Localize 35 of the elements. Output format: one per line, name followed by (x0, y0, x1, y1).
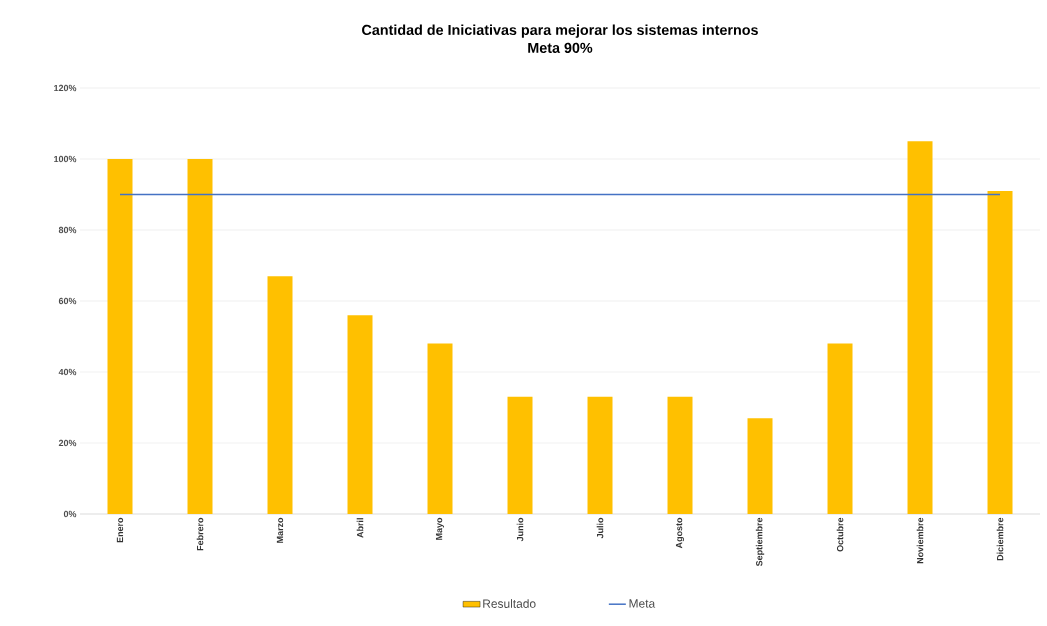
chart-title: Cantidad de Iniciativas para mejorar los sistemas internos (362, 24, 758, 38)
bar (107, 159, 133, 514)
x-tick-label: Octubre (836, 517, 844, 552)
x-tick-label: Agosto (675, 517, 685, 549)
y-tick-label: 40% (58, 368, 77, 376)
x-tick-label: Junio (516, 517, 524, 542)
x-tick-label: Noviembre (916, 517, 924, 564)
legend-label: Resultado (483, 599, 536, 608)
x-tick-label: Enero (116, 517, 124, 543)
bar (507, 396, 533, 514)
y-tick-label: 60% (58, 297, 77, 305)
x-tick-label: Septiembre (755, 517, 765, 567)
bar (747, 418, 773, 514)
x-tick-label: Marzo (276, 517, 284, 543)
bar (347, 315, 373, 514)
x-tick-label: Mayo (435, 517, 445, 540)
y-tick-label: 0% (63, 510, 77, 518)
y-tick-label: 120% (54, 84, 77, 92)
x-tick-label: Febrero (196, 517, 204, 551)
y-tick-label: 100% (54, 155, 77, 163)
x-tick-label: Abril (356, 518, 364, 538)
bar (587, 396, 613, 514)
bar (907, 141, 933, 514)
y-tick-label: 80% (58, 226, 77, 234)
bar (827, 343, 853, 514)
x-tick-label: Julio (596, 517, 604, 539)
bar (427, 343, 453, 514)
bar (187, 159, 213, 514)
chart-subtitle: Meta 90% (528, 42, 593, 53)
x-tick-label: Diciembre (996, 517, 1004, 561)
bar (267, 276, 293, 514)
legend-label: Meta (629, 599, 656, 608)
bar (987, 190, 1013, 514)
bar (667, 396, 693, 514)
y-tick-label: 20% (58, 439, 77, 447)
